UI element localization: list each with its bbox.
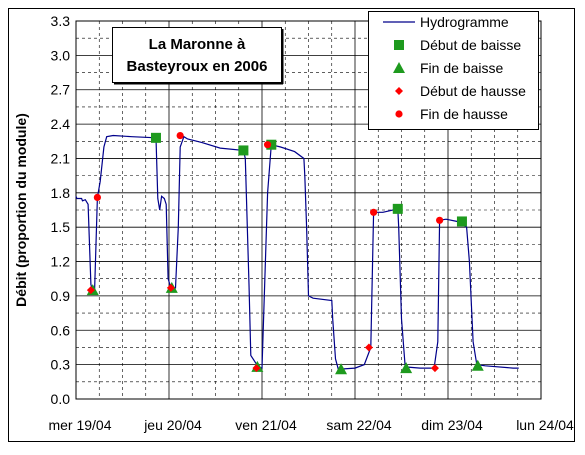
marker-debut-de-hausse — [430, 364, 439, 373]
legend-item-debut-de-baisse — [394, 40, 404, 50]
title-border — [112, 27, 282, 83]
x-tick-label: jeu 20/04 — [143, 417, 202, 433]
y-tick-label: 2.1 — [51, 150, 71, 166]
y-tick-label: 0.0 — [51, 391, 71, 407]
marker-fin-de-hausse — [263, 141, 272, 149]
series-fin-de-hausse — [93, 131, 444, 224]
marker-fin-de-baisse — [471, 359, 484, 371]
legend-label: Début de hausse — [420, 83, 526, 99]
legend-item-debut-de-hausse — [395, 87, 403, 95]
y-tick-label: 2.7 — [51, 82, 71, 98]
y-tick-label: 3.3 — [51, 13, 71, 29]
y-tick-label: 1.8 — [51, 185, 71, 201]
y-tick-label: 1.2 — [51, 254, 71, 270]
legend: Hydrogramme Début de baisse Fin de baisse D… — [368, 11, 539, 130]
x-tick-label: dim 23/04 — [421, 417, 483, 433]
marker-debut-de-hausse — [252, 364, 261, 373]
legend-label: Fin de baisse — [420, 60, 503, 76]
marker-debut-de-baisse — [266, 139, 277, 150]
chart-title-box: La Maronne à Basteyroux en 2006 — [112, 27, 284, 85]
y-axis-label: Débit (proportion du module) — [13, 113, 29, 307]
x-tick-label: sam 22/04 — [326, 417, 392, 433]
chart-title-line: Basteyroux en 2006 — [127, 58, 268, 75]
marker-fin-de-hausse — [176, 131, 184, 140]
marker-fin-de-baisse — [335, 363, 348, 375]
legend-label: Début de baisse — [420, 37, 521, 53]
x-tick-label: lun 24/04 — [516, 417, 574, 433]
marker-debut-de-hausse — [364, 343, 373, 352]
marker-fin-de-hausse — [436, 216, 444, 224]
legend-item-fin-de-hausse — [395, 110, 403, 118]
y-tick-label: 0.3 — [51, 357, 71, 373]
legend-symbol-square — [394, 40, 404, 50]
marker-debut-de-baisse — [238, 145, 249, 156]
x-tick-label: mer 19/04 — [48, 417, 111, 433]
legend-label: Hydrogramme — [420, 14, 509, 30]
y-tick-label: 1.5 — [51, 219, 71, 235]
plot-area — [75, 20, 542, 400]
marker-fin-de-hausse — [370, 208, 378, 216]
legend-symbol-circle — [395, 110, 403, 118]
y-tick-label: 2.4 — [51, 116, 71, 132]
y-tick-label: 0.9 — [51, 288, 71, 304]
legend-item-fin-de-baisse — [393, 62, 405, 73]
legend-label: Fin de hausse — [420, 106, 508, 122]
marker-debut-de-hausse — [86, 286, 95, 295]
x-tick-label: ven 21/04 — [235, 417, 297, 433]
marker-debut-de-hausse — [166, 283, 175, 292]
y-tick-label: 0.6 — [51, 322, 71, 338]
chart-title-line: La Maronne à — [149, 36, 246, 53]
series-debut-de-hausse — [86, 283, 439, 373]
y-tick-label: 3.0 — [51, 47, 71, 63]
marker-fin-de-baisse — [400, 362, 413, 374]
marker-debut-de-baisse — [392, 203, 403, 214]
marker-debut-de-baisse — [150, 132, 161, 143]
legend-symbol-diamond — [395, 87, 403, 95]
marker-fin-de-hausse — [93, 193, 101, 201]
series-debut-de-baisse — [150, 132, 467, 227]
series-hydrogramme — [75, 134, 519, 370]
legend-symbol-triangle — [393, 62, 405, 73]
marker-debut-de-baisse — [456, 216, 467, 227]
